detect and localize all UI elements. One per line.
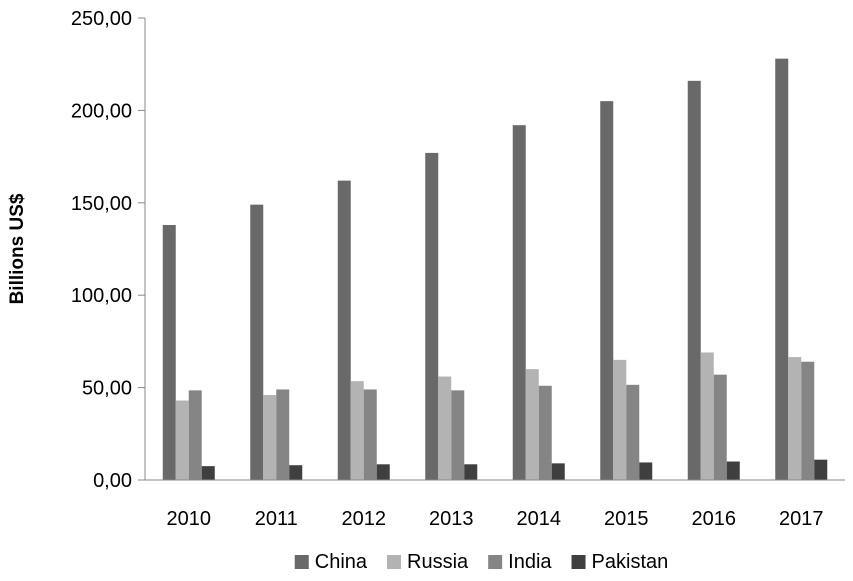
bar-russia-2011 bbox=[263, 394, 277, 480]
y-tick-label: 50,00 bbox=[82, 378, 132, 400]
x-tick-label: 2017 bbox=[779, 508, 824, 530]
bar-china-2017 bbox=[775, 58, 789, 480]
bar-china-2010 bbox=[162, 224, 176, 480]
legend-swatch bbox=[488, 555, 503, 569]
legend-item-china: China bbox=[294, 551, 368, 573]
legend-swatch bbox=[294, 555, 309, 569]
bar-china-2014 bbox=[512, 125, 526, 481]
legend-swatch bbox=[571, 555, 586, 569]
legend-item-india: India bbox=[488, 551, 552, 573]
y-tick-label: 200,00 bbox=[71, 100, 132, 122]
bar-pakistan-2011 bbox=[289, 465, 303, 480]
y-tick-labels: 0,00 50,00 100,00 150,00 200,00 250,00 bbox=[71, 8, 145, 492]
legend-item-russia: Russia bbox=[387, 551, 469, 573]
bar-india-2016 bbox=[713, 374, 727, 480]
bar-india-2011 bbox=[276, 389, 290, 480]
legend-swatch bbox=[387, 555, 402, 569]
bar-pakistan-2010 bbox=[201, 466, 215, 480]
legend-label: Russia bbox=[407, 551, 469, 573]
x-tick-label: 2014 bbox=[517, 508, 562, 530]
bar-pakistan-2014 bbox=[551, 463, 565, 480]
bar-india-2015 bbox=[626, 384, 640, 480]
bar-russia-2016 bbox=[700, 352, 714, 480]
bar-russia-2012 bbox=[350, 381, 364, 480]
y-axis: 0,00 50,00 100,00 150,00 200,00 250,00 bbox=[71, 8, 146, 492]
bar-india-2017 bbox=[801, 361, 815, 480]
bar-china-2013 bbox=[425, 152, 439, 481]
bar-china-2015 bbox=[600, 101, 614, 480]
y-axis-title: Billions US$ bbox=[7, 193, 28, 304]
x-tick-label: 2012 bbox=[342, 508, 387, 530]
bar-india-2012 bbox=[363, 389, 377, 480]
bar-pakistan-2012 bbox=[376, 464, 390, 480]
y-tick-label: 100,00 bbox=[71, 285, 132, 307]
x-tick-label: 2011 bbox=[255, 508, 298, 530]
y-tick-label: 150,00 bbox=[71, 193, 132, 215]
bar-russia-2014 bbox=[525, 369, 539, 480]
bar-pakistan-2017 bbox=[814, 459, 828, 480]
bar-india-2010 bbox=[188, 390, 202, 480]
bar-russia-2010 bbox=[175, 400, 189, 480]
x-tick-label: 2010 bbox=[167, 508, 212, 530]
legend: China Russia India Pakistan bbox=[294, 551, 669, 573]
x-tick-label: 2015 bbox=[604, 508, 649, 530]
bar-russia-2013 bbox=[438, 376, 452, 480]
bar-pakistan-2015 bbox=[639, 462, 653, 480]
bar-series-group bbox=[162, 58, 828, 481]
bar-pakistan-2013 bbox=[464, 464, 478, 480]
legend-label: China bbox=[315, 551, 368, 573]
bar-china-2011 bbox=[250, 204, 264, 480]
x-tick-label: 2016 bbox=[692, 508, 737, 530]
bar-china-2012 bbox=[337, 180, 351, 480]
y-tick-label: 250,00 bbox=[71, 8, 132, 30]
bar-russia-2017 bbox=[788, 357, 802, 480]
bar-russia-2015 bbox=[613, 359, 627, 480]
x-tick-labels: 2010 2011 2012 2013 2014 2015 2016 2017 bbox=[167, 508, 824, 530]
bar-india-2013 bbox=[451, 390, 465, 480]
bar-china-2016 bbox=[687, 80, 701, 480]
bar-pakistan-2016 bbox=[726, 461, 740, 480]
x-tick-label: 2013 bbox=[429, 508, 474, 530]
legend-label: India bbox=[508, 551, 552, 573]
bar-india-2014 bbox=[538, 385, 552, 480]
legend-item-pakistan: Pakistan bbox=[571, 551, 669, 573]
legend-label: Pakistan bbox=[592, 551, 669, 573]
y-tick-label: 0,00 bbox=[93, 470, 132, 492]
